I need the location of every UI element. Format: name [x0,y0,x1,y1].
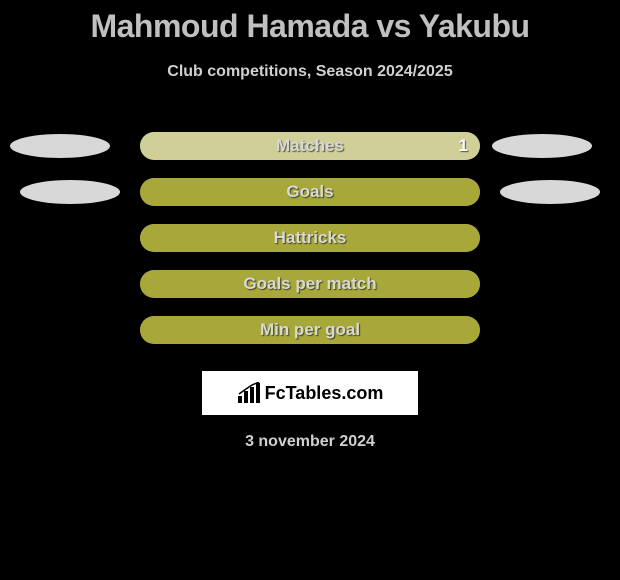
subtitle: Club competitions, Season 2024/2025 [0,63,620,81]
right-value-ellipse [492,134,592,158]
left-value-ellipse [20,180,120,204]
stat-row: Hattricks [0,215,620,261]
logo-inner: FcTables.com [237,382,384,404]
stat-row: Matches 1 [0,123,620,169]
right-value-ellipse [500,180,600,204]
stat-label: Matches [140,132,480,160]
stat-label: Goals [140,178,480,206]
stat-bar: Hattricks [140,224,480,252]
page-title: Mahmoud Hamada vs Yakubu [0,0,620,45]
stat-bar: Matches 1 [140,132,480,160]
bar-chart-icon [237,382,265,404]
stat-label: Hattricks [140,224,480,252]
stat-row: Min per goal [0,307,620,353]
stat-value-right: 1 [459,132,468,160]
stat-row: Goals per match [0,261,620,307]
stat-label: Min per goal [140,316,480,344]
stat-rows: Matches 1 Goals Hattricks [0,123,620,353]
left-value-ellipse [10,134,110,158]
stat-bar: Goals per match [140,270,480,298]
stat-row: Goals [0,169,620,215]
attribution-logo: FcTables.com [202,371,418,415]
date-text: 3 november 2024 [0,433,620,451]
logo-text: FcTables.com [265,383,384,404]
stat-bar: Goals [140,178,480,206]
stat-bar: Min per goal [140,316,480,344]
stat-label: Goals per match [140,270,480,298]
comparison-infographic: Mahmoud Hamada vs Yakubu Club competitio… [0,0,620,451]
